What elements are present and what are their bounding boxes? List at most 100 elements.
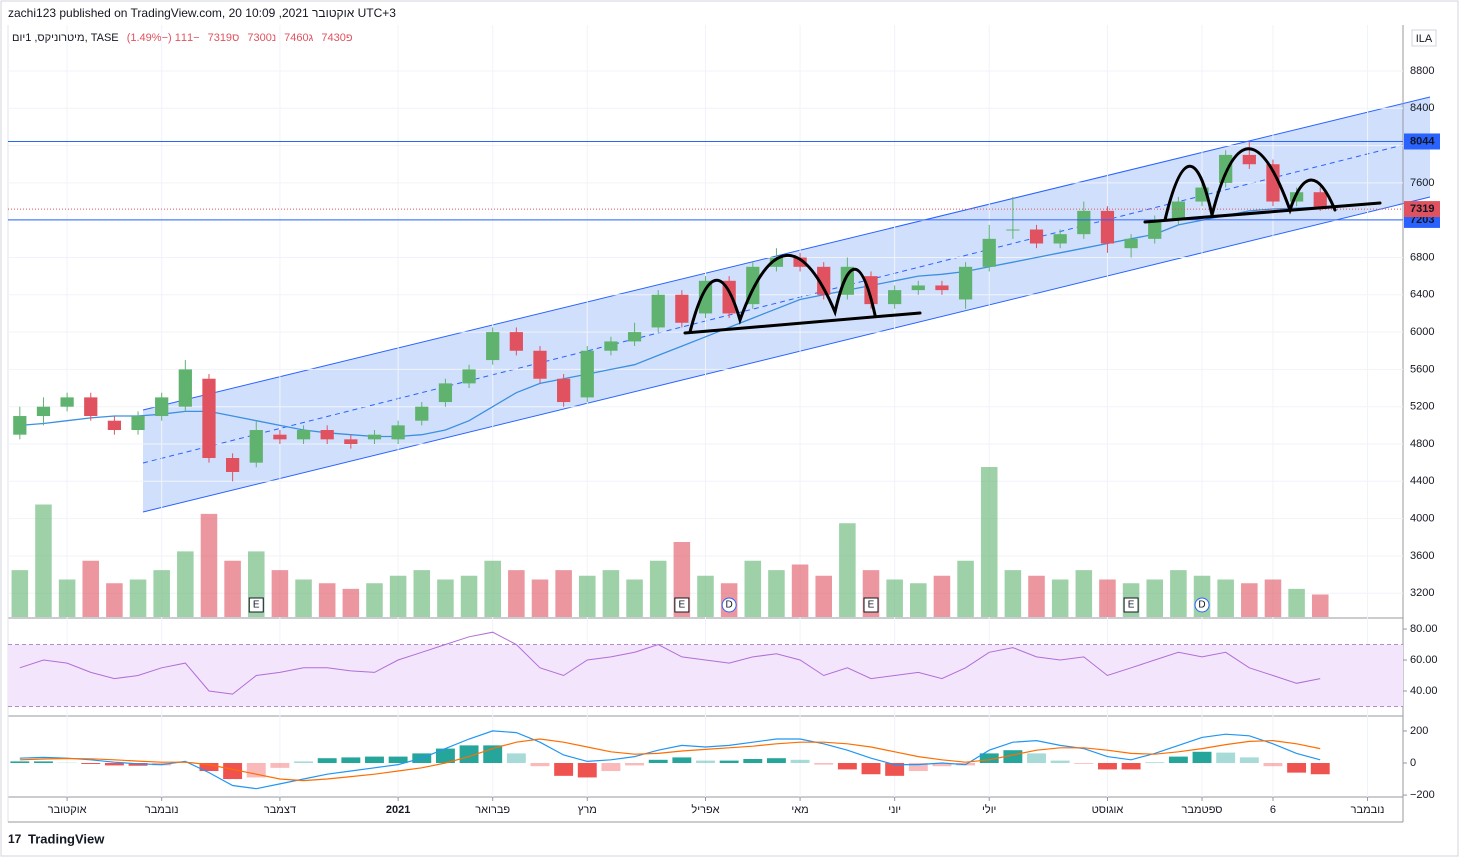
candle-body <box>1029 229 1044 244</box>
volume-bar <box>1264 579 1282 617</box>
candle-body <box>391 425 405 440</box>
macd-histogram <box>1003 750 1023 764</box>
volume-bar <box>413 570 431 617</box>
macd-histogram <box>625 763 645 766</box>
volume-bar <box>768 570 785 617</box>
currency-box <box>1411 29 1437 47</box>
candle-body <box>367 434 382 440</box>
price-label-bg <box>1404 133 1440 150</box>
macd-histogram <box>979 753 999 764</box>
macd-histogram <box>199 763 219 772</box>
volume-bar <box>1217 579 1234 617</box>
y-tick-label: 60.00 <box>1410 654 1438 666</box>
y-tick-label: 3200 <box>1410 587 1434 599</box>
macd-histogram <box>270 763 290 768</box>
volume-bar <box>697 575 714 617</box>
volume-bar <box>177 551 194 617</box>
candle-body <box>1006 229 1020 231</box>
volume-bar <box>791 564 809 617</box>
event-marker <box>1194 597 1210 613</box>
candle-body <box>557 378 571 403</box>
price-label: 8044 <box>1410 135 1435 147</box>
ohlc-open: פ7430 <box>321 32 353 44</box>
macd-line <box>19 738 1321 782</box>
macd-histogram <box>1216 752 1236 764</box>
y-tick-label: 3600 <box>1410 550 1434 562</box>
candle-body <box>84 397 98 417</box>
candle-body <box>911 285 925 291</box>
event-label: E <box>679 600 686 611</box>
volume-bar <box>153 570 170 617</box>
candle-body <box>817 266 831 295</box>
x-tick-label: אוגוסט <box>1092 804 1124 816</box>
candle-body <box>722 280 736 314</box>
macd-histogram <box>530 763 550 767</box>
brand: TradingView <box>28 831 105 846</box>
y-tick-label: 6800 <box>1410 251 1434 263</box>
macd-histogram <box>388 756 408 764</box>
candle-body <box>155 397 169 417</box>
event-label: D <box>726 600 733 611</box>
candle-body <box>1289 192 1304 202</box>
volume-bar <box>389 575 407 617</box>
y-tick-label: 40.00 <box>1410 685 1438 697</box>
x-tick-label: נובמבר <box>145 804 179 816</box>
candle-body <box>958 266 973 300</box>
candle-body <box>769 257 784 267</box>
y-tick-label: 6400 <box>1410 289 1434 301</box>
macd-histogram <box>1287 763 1307 773</box>
candle-body <box>580 350 594 398</box>
macd-histogram <box>341 757 361 764</box>
candle-body <box>1313 192 1327 210</box>
volume-bar <box>58 579 76 617</box>
candle-body <box>1242 154 1256 165</box>
x-tick-label: יוני <box>888 804 901 816</box>
candle-body <box>1053 234 1067 244</box>
volume-bar <box>437 579 454 617</box>
event-label: E <box>868 600 875 611</box>
macd-histogram <box>81 763 101 764</box>
x-tick-label: פברואר <box>475 804 510 816</box>
macd-histogram <box>932 763 952 767</box>
ohlc-close: ס7319 <box>207 32 240 44</box>
candle-body <box>225 457 240 472</box>
volume-bar <box>1311 594 1329 617</box>
candle-body <box>320 430 334 440</box>
x-tick-label: אוקטובר <box>48 804 87 816</box>
candle-body <box>36 406 51 417</box>
volume-bar <box>980 467 998 617</box>
candle-body <box>415 406 429 421</box>
candle-body <box>651 294 665 328</box>
candle-body <box>438 383 453 403</box>
publish-title: zachi123 published on TradingView.com, 2… <box>8 6 396 20</box>
candle-body <box>131 416 145 431</box>
macd-histogram <box>696 760 715 764</box>
ohlc-high: ג7460 <box>284 32 314 44</box>
volume-bar <box>224 560 241 617</box>
candle-body <box>533 350 547 379</box>
volume-bar <box>129 579 147 617</box>
candle-body <box>486 332 500 361</box>
macd-histogram <box>1239 757 1259 764</box>
candle-body <box>698 280 713 314</box>
macd-histogram <box>1050 760 1070 764</box>
macd-histogram <box>435 748 455 764</box>
volume-bar <box>602 570 620 617</box>
event-label: E <box>1128 600 1135 611</box>
volume-bar <box>82 560 100 617</box>
macd-histogram <box>837 763 857 770</box>
candle-body <box>1100 210 1115 244</box>
candle-body <box>675 294 689 323</box>
macd-histogram <box>790 759 810 764</box>
candle-body <box>793 257 807 267</box>
candle-body <box>509 332 523 351</box>
macd-histogram <box>743 759 763 764</box>
volume-bar <box>1288 588 1305 617</box>
legend: מיטרוניקס, 1יום, TASE פ7430 ג7460 נ7300 … <box>12 32 358 44</box>
y-tick-label: 5200 <box>1410 401 1434 413</box>
ohlc-low: נ7300 <box>247 32 277 44</box>
macd-histogram <box>814 763 834 765</box>
change: −111 (−1.49%) <box>126 32 200 44</box>
